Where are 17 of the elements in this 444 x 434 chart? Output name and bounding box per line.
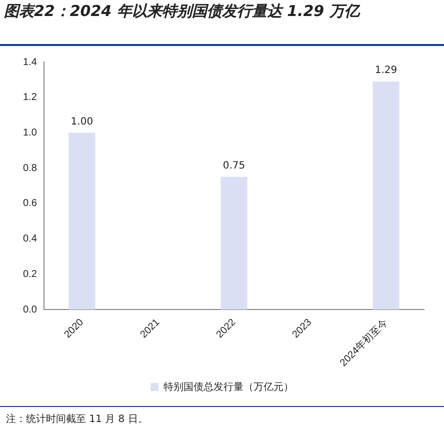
chart-title: 图表22：2024 年以来特别国债发行量达 1.29 万亿	[4, 2, 360, 21]
bar	[68, 132, 96, 310]
y-tick-label: 0.8	[22, 162, 38, 174]
text: 注：统计时间截至 11 月 8 日。	[6, 412, 148, 426]
data-label: 1.29	[374, 65, 398, 76]
y-tick-label: 0.2	[22, 268, 38, 280]
legend-label: 特别国债总发行量（万亿元）	[164, 380, 294, 393]
data-label: 0.75	[222, 160, 246, 172]
y-tick-label: 1.2	[22, 92, 38, 104]
y-tick-label: 1.4	[22, 56, 38, 68]
y-tick-label: 0.0	[22, 304, 38, 316]
data-label: 1.00	[70, 116, 94, 128]
bar	[220, 176, 248, 310]
bar	[372, 81, 400, 310]
y-tick-label: 0.6	[22, 198, 38, 210]
y-tick-label: 1.0	[22, 127, 38, 138]
y-tick-label: 0.4	[22, 234, 38, 245]
